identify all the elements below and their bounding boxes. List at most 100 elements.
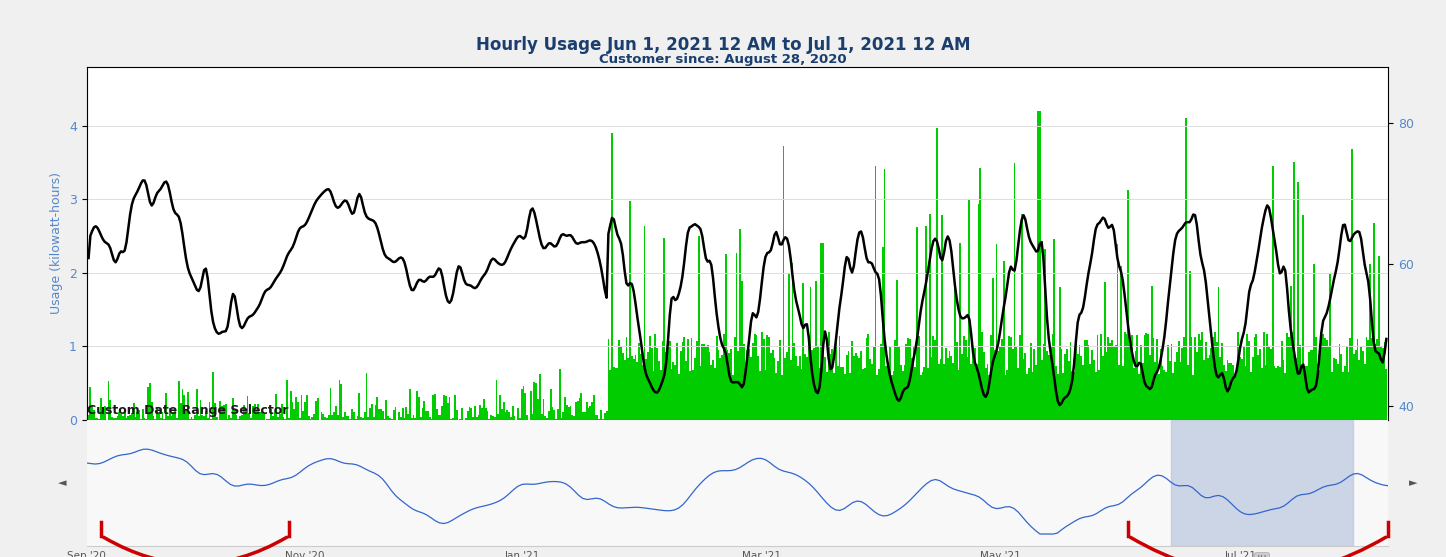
Bar: [635, 355, 636, 420]
Bar: [623, 360, 626, 420]
Bar: [1137, 335, 1138, 420]
Bar: [1106, 352, 1108, 420]
Bar: [1074, 344, 1077, 420]
Bar: [161, 418, 162, 420]
Bar: [768, 338, 769, 420]
Bar: [1261, 368, 1262, 420]
Bar: [412, 415, 415, 420]
Bar: [1161, 365, 1164, 420]
Bar: [897, 281, 898, 420]
Text: 12 AM: 12 AM: [1067, 451, 1103, 463]
Bar: [279, 414, 281, 420]
Bar: [706, 348, 707, 420]
Bar: [418, 397, 419, 420]
Bar: [548, 411, 549, 420]
Bar: [1358, 360, 1361, 420]
Bar: [914, 367, 917, 420]
Bar: [103, 409, 104, 420]
Bar: [797, 366, 798, 420]
Bar: [187, 392, 189, 420]
Bar: [214, 403, 215, 420]
Bar: [1296, 358, 1297, 420]
Bar: [535, 383, 536, 420]
Bar: [615, 369, 616, 420]
Bar: [333, 412, 335, 420]
Bar: [191, 417, 192, 420]
Bar: [513, 416, 515, 420]
Text: |||: |||: [1257, 555, 1267, 557]
Bar: [1353, 354, 1355, 420]
Bar: [551, 407, 554, 420]
Bar: [714, 368, 716, 420]
Bar: [1339, 344, 1340, 420]
Bar: [740, 281, 743, 420]
Bar: [612, 133, 613, 420]
Bar: [1223, 365, 1225, 420]
Bar: [272, 416, 273, 420]
Bar: [1167, 345, 1168, 420]
Bar: [917, 227, 918, 420]
Bar: [960, 243, 962, 420]
Bar: [499, 395, 500, 420]
Bar: [1057, 374, 1058, 420]
Bar: [862, 369, 863, 420]
Bar: [1154, 361, 1157, 420]
Bar: [1001, 339, 1002, 420]
Bar: [1335, 359, 1336, 420]
Bar: [1307, 352, 1310, 420]
Bar: [810, 287, 811, 420]
Bar: [252, 406, 253, 420]
Bar: [1275, 368, 1277, 420]
Bar: [583, 412, 584, 420]
Bar: [1333, 358, 1335, 420]
Bar: [1066, 349, 1067, 420]
Bar: [813, 348, 816, 420]
Bar: [479, 405, 482, 420]
Bar: [1209, 354, 1210, 420]
Bar: [227, 419, 228, 420]
Bar: [787, 352, 788, 420]
Bar: [90, 387, 91, 420]
Bar: [126, 418, 127, 420]
Bar: [1306, 366, 1307, 420]
Bar: [328, 416, 330, 420]
Bar: [506, 411, 508, 420]
Bar: [898, 347, 899, 420]
Text: Hourly Usage Jun 1, 2021 12 AM to Jul 1, 2021 12 AM: Hourly Usage Jun 1, 2021 12 AM to Jul 1,…: [476, 36, 970, 54]
Bar: [1239, 357, 1241, 420]
Bar: [1277, 366, 1278, 420]
Bar: [1096, 335, 1099, 420]
Bar: [486, 411, 489, 420]
Bar: [724, 254, 727, 420]
Bar: [680, 350, 681, 420]
Bar: [564, 397, 565, 420]
Bar: [774, 358, 775, 420]
Bar: [346, 416, 347, 420]
Bar: [107, 381, 110, 420]
Bar: [403, 418, 405, 420]
Y-axis label: Usage (kilowatt-hours): Usage (kilowatt-hours): [51, 172, 64, 314]
Bar: [555, 419, 557, 420]
Bar: [347, 416, 350, 420]
Bar: [224, 403, 227, 420]
Bar: [927, 368, 928, 420]
Bar: [434, 394, 437, 420]
Bar: [315, 401, 317, 420]
Bar: [375, 405, 376, 420]
Bar: [1268, 347, 1270, 420]
Bar: [619, 340, 620, 420]
Bar: [713, 360, 714, 420]
Bar: [416, 391, 418, 420]
Bar: [943, 364, 946, 420]
Bar: [842, 367, 844, 420]
Bar: [664, 237, 665, 420]
Bar: [831, 349, 833, 420]
Text: 12 AM: 12 AM: [1152, 451, 1190, 463]
Bar: [698, 236, 700, 420]
Bar: [236, 416, 237, 420]
Bar: [727, 350, 729, 420]
Bar: [651, 348, 652, 420]
Bar: [1194, 337, 1196, 420]
Bar: [1218, 287, 1219, 420]
Bar: [522, 386, 525, 420]
